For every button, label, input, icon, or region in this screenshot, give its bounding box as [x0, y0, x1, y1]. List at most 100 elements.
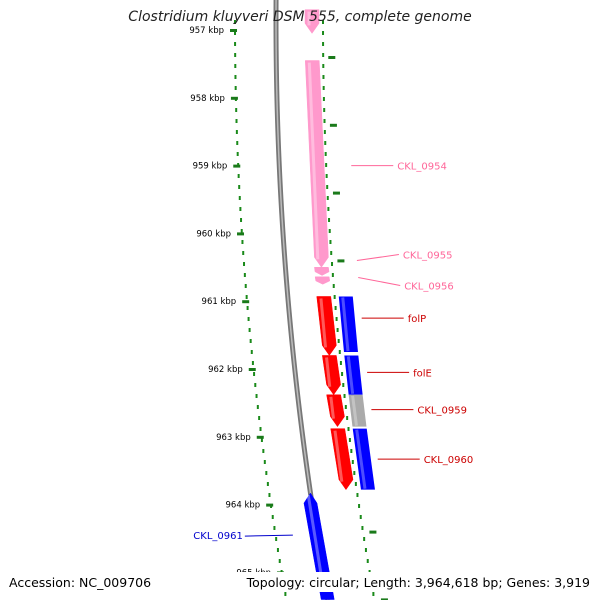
tick-label: 960 kbp: [196, 229, 231, 239]
ruler-dot: [238, 196, 241, 200]
gene-shading: [333, 430, 344, 482]
tick-mark: [380, 598, 388, 600]
ruler-dot: [364, 548, 367, 552]
label-leader-line: [356, 254, 399, 262]
gene-label[interactable]: CKL_0961: [193, 531, 243, 542]
tick-mark: [328, 56, 336, 59]
ruler-dot: [234, 64, 237, 68]
ruler-dot: [354, 482, 357, 486]
tick-mark: [230, 96, 238, 100]
gene-arrow[interactable]: [304, 60, 329, 268]
ruler-dot: [325, 163, 328, 167]
ruler-dot: [243, 262, 246, 266]
ruler-dot: [245, 295, 248, 299]
tick-mark: [237, 232, 245, 236]
tick-label: 957 kbp: [189, 26, 224, 36]
accession-text: Accession: NC_009706: [9, 575, 152, 590]
gene-arrow[interactable]: [316, 296, 337, 356]
ruler-dot: [333, 295, 336, 299]
gene-arrow[interactable]: [326, 394, 345, 428]
ruler-dot: [268, 493, 271, 497]
ruler-dot: [251, 361, 254, 365]
ruler-dot: [372, 592, 375, 596]
ruler-dot: [235, 108, 238, 112]
gene-arrow[interactable]: [304, 9, 320, 34]
ruler-dot: [336, 328, 339, 332]
ruler-dot: [250, 350, 253, 354]
ruler-dot: [242, 251, 245, 255]
ruler-dot: [328, 229, 331, 233]
ruler-dot: [346, 416, 349, 420]
ruler-dot: [361, 526, 364, 530]
ruler-dot: [335, 317, 338, 321]
gene-arrow[interactable]: [330, 428, 354, 491]
tick-label: 958 kbp: [190, 94, 225, 104]
ruler-dot: [263, 460, 266, 464]
gene-label[interactable]: CKL_0955: [403, 251, 453, 262]
gene-arrow[interactable]: [322, 355, 341, 396]
ruler-dot: [338, 350, 341, 354]
ruler-dot: [322, 86, 325, 90]
ruler-dot: [241, 240, 244, 244]
genome-summary-text: Topology: circular; Length: 3,964,618 bp…: [246, 575, 590, 590]
ruler-dot: [244, 284, 247, 288]
ruler-dot: [265, 471, 268, 475]
ruler-dot: [253, 372, 256, 376]
gene-shading: [329, 396, 335, 419]
ruler-dot: [284, 592, 287, 596]
feature-shading: [355, 429, 367, 489]
ruler-dot: [235, 119, 238, 123]
ruler-dot: [249, 339, 252, 343]
ruler-dot: [234, 31, 237, 35]
ruler-dot: [276, 548, 279, 552]
feature-block[interactable]: [338, 296, 358, 353]
ruler-dot: [243, 273, 246, 277]
ruler-dot: [339, 361, 342, 365]
ruler-dot: [359, 515, 362, 519]
footer-background: [0, 572, 600, 592]
ruler-dot: [246, 306, 249, 310]
gene-arrow[interactable]: [314, 276, 331, 285]
ruler-dot: [262, 449, 265, 453]
ruler-dot: [325, 174, 328, 178]
ruler-dot: [344, 405, 347, 409]
ruler-dot: [239, 207, 242, 211]
ruler-dot: [341, 372, 344, 376]
ruler-dot: [278, 559, 281, 563]
gene-label[interactable]: CKL_0954: [397, 162, 447, 173]
gene-shading: [319, 298, 328, 348]
ruler-dot: [234, 53, 237, 57]
ruler-dot: [236, 152, 239, 156]
ruler-dot: [348, 438, 351, 442]
ruler-dot: [347, 427, 350, 431]
gene-label[interactable]: CKL_0959: [417, 406, 467, 417]
gene-label[interactable]: folE: [413, 368, 432, 379]
ruler-dot: [323, 130, 326, 134]
tick-label: 963 kbp: [216, 433, 251, 443]
gene-label[interactable]: CKL_0956: [404, 281, 454, 292]
ruler-dot: [322, 75, 325, 79]
ruler-dot: [236, 141, 239, 145]
ruler-dot: [328, 218, 331, 222]
ruler-dot: [334, 306, 337, 310]
feature-block[interactable]: [352, 428, 375, 490]
feature-block[interactable]: [348, 394, 367, 427]
feature-block[interactable]: [344, 355, 363, 395]
ruler-dot: [342, 383, 345, 387]
genome-title: Clostridium kluyveri DSM 555, complete g…: [128, 9, 472, 25]
tick-mark: [266, 503, 274, 507]
ruler-dot: [234, 86, 237, 90]
gene-label[interactable]: folP: [408, 314, 426, 325]
ruler-dot: [353, 471, 356, 475]
tick-mark: [233, 164, 241, 168]
feature-shading: [341, 297, 350, 352]
gene-label[interactable]: CKL_0960: [424, 455, 474, 466]
ruler-dot: [330, 251, 333, 255]
ruler-dot: [255, 394, 258, 398]
ruler-dot: [259, 427, 262, 431]
tick-mark: [337, 259, 345, 263]
gene-arrow[interactable]: [314, 267, 330, 276]
ruler-dot: [234, 20, 236, 24]
tick-mark: [369, 530, 377, 534]
